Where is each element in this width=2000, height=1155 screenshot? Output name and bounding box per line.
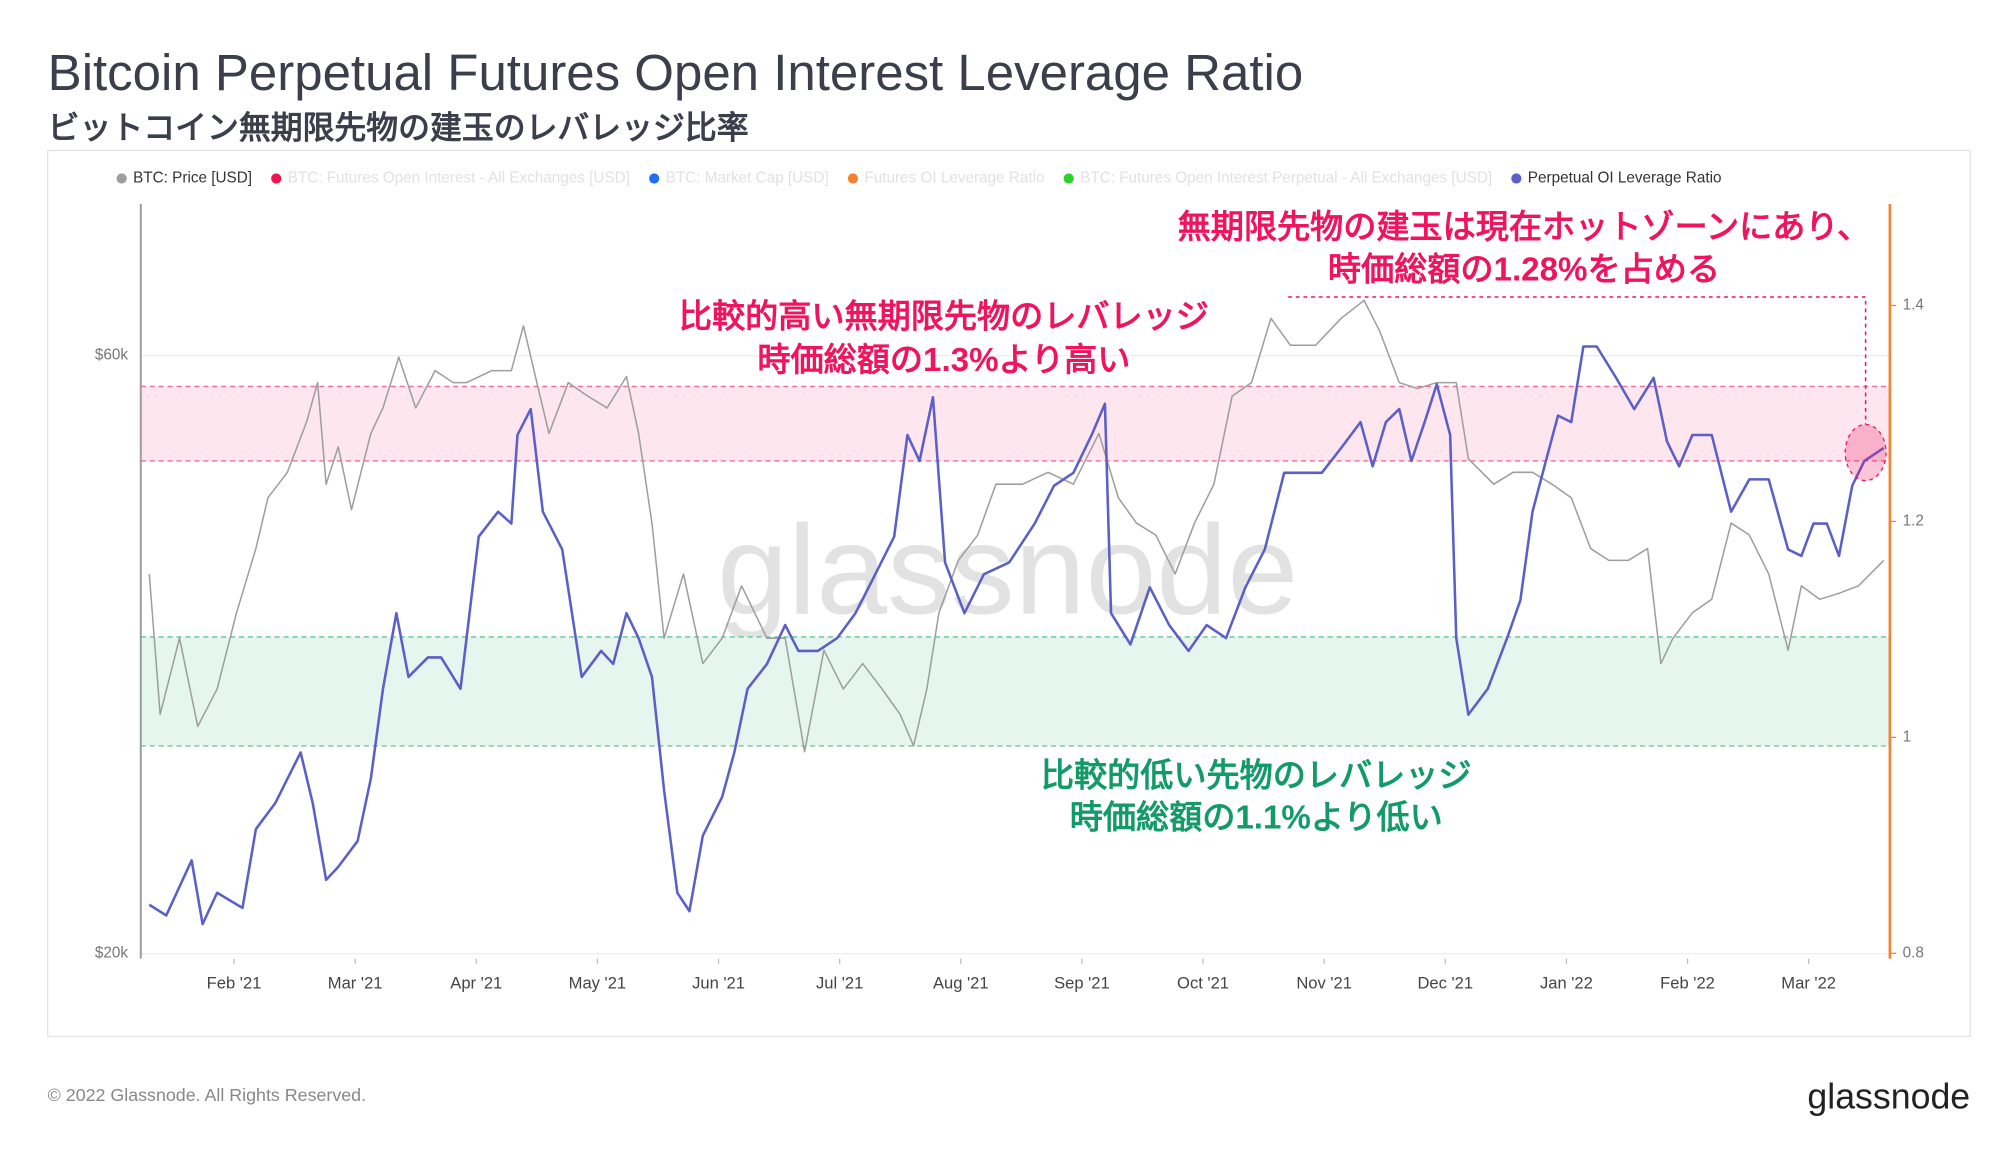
plot-area [140,299,1890,955]
band [140,636,1890,746]
x-tick-label: Feb '22 [1660,974,1715,993]
legend-label: BTC: Futures Open Interest - All Exchang… [288,170,630,187]
legend-marker [271,173,282,184]
y2-tick-label: 0.8 [1903,944,1924,961]
chart-frame [47,149,1971,1038]
annotation: 比較的低い先物のレバレッジ [1041,757,1472,794]
y2-tick-label: 1 [1903,728,1911,745]
y2-tick-label: 1.2 [1903,512,1924,529]
annotation: 時価総額の1.28%を占める [1328,251,1720,288]
x-tick-label: Mar '22 [1781,974,1836,993]
x-tick-label: Mar '21 [328,974,383,993]
legend-label: BTC: Market Cap [USD] [666,170,829,187]
legend-marker [1511,173,1522,184]
band [140,386,1890,461]
x-tick-label: Sep '21 [1054,974,1110,993]
watermark: glassnode [717,500,1298,642]
annotation: 時価総額の1.3%より高い [757,342,1130,379]
x-tick-label: Jan '22 [1540,974,1593,993]
legend-marker [649,173,660,184]
legend-label: BTC: Price [USD] [133,170,252,187]
x-tick-label: Jul '21 [816,974,863,993]
x-tick-label: Apr '21 [450,974,502,993]
legend-marker [847,173,859,184]
annotation: 時価総額の1.1%より低い [1070,799,1443,836]
annotation: 比較的高い無期限先物のレバレッジ [679,298,1209,335]
callout-highlight [1844,423,1887,482]
series-line [148,299,1885,753]
series-line [148,345,1885,926]
x-tick-label: May '21 [569,974,626,993]
legend-marker [1063,173,1074,184]
x-tick-label: Nov '21 [1296,974,1352,993]
footer: © 2022 Glassnode. All Rights Reserved. [48,1085,366,1105]
x-tick-label: Feb '21 [207,974,262,993]
x-tick-label: Dec '21 [1417,974,1473,993]
legend-marker [116,173,127,184]
chart-title: Bitcoin Perpetual Futures Open Interest … [48,44,1304,101]
legend-label: Perpetual OI Leverage Ratio [1528,170,1722,187]
x-tick-label: Jun '21 [692,974,745,993]
x-tick-label: Aug '21 [933,974,989,993]
y2-tick-label: 1.4 [1903,296,1925,313]
x-tick-label: Oct '21 [1177,974,1229,993]
annotation: 無期限先物の建玉は現在ホットゾーンにあり、 [1178,209,1871,246]
y-tick-label: $20k [95,945,128,962]
legend: BTC: Price [USD] BTC: Futures Open Intere… [116,170,1722,187]
callout-line [1288,296,1867,425]
chart-subtitle: ビットコイン無期限先物の建玉のレバレッジ比率 [48,109,749,145]
y-tick-label: $60k [95,347,128,364]
legend-label: BTC: Futures Open Interest Perpetual - A… [1080,170,1492,187]
logo: glassnode [1807,1076,1970,1116]
legend-label: Futures OI Leverage Ratio [864,170,1044,187]
